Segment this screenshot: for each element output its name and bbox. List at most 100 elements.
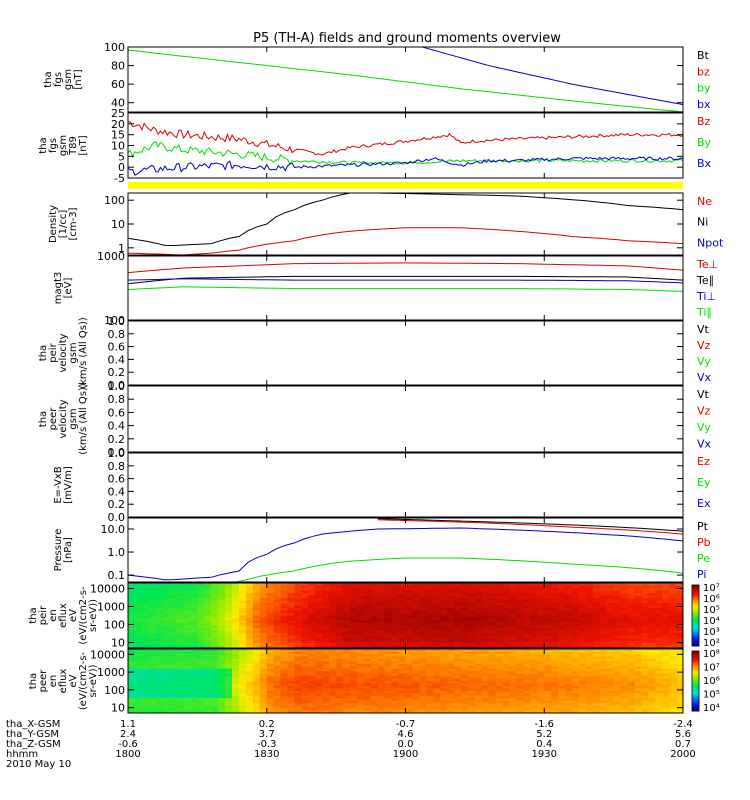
y-tick-label: 10 bbox=[111, 218, 125, 231]
heatmap-cell bbox=[252, 583, 261, 587]
heatmap-cell bbox=[190, 695, 198, 699]
heatmap-cell bbox=[509, 705, 518, 709]
heatmap-cell bbox=[141, 693, 150, 697]
heatmap-cell bbox=[336, 620, 344, 624]
heatmap-cell bbox=[356, 638, 365, 642]
heatmap-cell bbox=[211, 620, 219, 624]
heatmap-cell bbox=[176, 585, 185, 589]
heatmap-cell bbox=[405, 688, 414, 692]
heatmap-cell bbox=[162, 618, 171, 622]
heatmap-cell bbox=[599, 585, 608, 589]
heatmap-cell bbox=[252, 590, 261, 594]
heatmap-cell bbox=[565, 708, 573, 712]
heatmap-cell bbox=[343, 710, 351, 713]
heatmap-cell bbox=[544, 638, 552, 642]
heatmap-cell bbox=[218, 656, 226, 660]
heatmap-cell bbox=[433, 671, 441, 675]
y-tick-label: 1.0 bbox=[108, 546, 126, 559]
heatmap-cell bbox=[356, 671, 365, 675]
y-tick-label: 0.6 bbox=[108, 406, 126, 419]
heatmap-cell bbox=[516, 688, 525, 692]
heatmap-cell bbox=[301, 588, 309, 592]
heatmap-cell bbox=[481, 668, 490, 672]
heatmap-cell bbox=[155, 585, 164, 589]
heatmap-cell bbox=[204, 638, 212, 642]
x-axis-value: 1900 bbox=[393, 749, 418, 760]
heatmap-cell bbox=[148, 698, 157, 702]
heatmap-cell bbox=[287, 671, 296, 675]
heatmap-cell bbox=[461, 603, 469, 607]
heatmap-cell bbox=[481, 633, 490, 637]
heatmap-cell bbox=[537, 615, 545, 619]
heatmap-cell bbox=[356, 583, 365, 587]
heatmap-cell bbox=[384, 705, 393, 709]
heatmap-cell bbox=[148, 600, 157, 604]
heatmap-cell bbox=[592, 583, 601, 587]
heatmap-cell bbox=[128, 593, 136, 597]
heatmap-cell bbox=[287, 583, 296, 587]
colorbar-segment bbox=[692, 669, 699, 672]
heatmap-cell bbox=[537, 681, 545, 685]
heatmap-cell bbox=[433, 666, 441, 670]
heatmap-cell bbox=[266, 690, 275, 694]
heatmap-cell bbox=[169, 690, 178, 694]
heatmap-cell bbox=[273, 598, 282, 602]
colorbar-segment bbox=[692, 659, 699, 662]
heatmap-cell bbox=[648, 630, 656, 634]
heatmap-cell bbox=[613, 703, 622, 707]
heatmap-cell bbox=[620, 605, 629, 609]
heatmap-cell bbox=[245, 693, 254, 697]
heatmap-cell bbox=[384, 605, 393, 609]
heatmap-cell bbox=[516, 645, 525, 648]
heatmap-cell bbox=[128, 695, 136, 699]
heatmap-cell bbox=[440, 590, 448, 594]
heatmap-cell bbox=[134, 673, 143, 677]
heatmap-cell bbox=[377, 640, 386, 644]
heatmap-cell bbox=[405, 649, 414, 653]
heatmap-cell bbox=[447, 615, 455, 619]
heatmap-cell bbox=[467, 645, 476, 648]
heatmap-cell bbox=[634, 583, 642, 587]
heatmap-cell bbox=[384, 651, 393, 655]
heatmap-cell bbox=[197, 620, 205, 624]
heatmap-cell bbox=[606, 695, 615, 699]
heatmap-cell bbox=[232, 613, 240, 617]
heatmap-cell bbox=[183, 666, 192, 670]
heatmap-cell bbox=[370, 708, 379, 712]
heatmap-cell bbox=[440, 708, 448, 712]
heatmap-cell bbox=[148, 693, 157, 697]
y-tick-label: 0.8 bbox=[108, 393, 126, 406]
heatmap-cell bbox=[676, 625, 683, 629]
heatmap-cell bbox=[426, 678, 434, 682]
heatmap-cell bbox=[391, 649, 400, 653]
heatmap-cell bbox=[370, 683, 379, 687]
heatmap-cell bbox=[252, 623, 261, 627]
heatmap-cell bbox=[259, 598, 268, 602]
heatmap-cell bbox=[287, 598, 296, 602]
heatmap-cell bbox=[336, 640, 344, 644]
heatmap-cell bbox=[336, 643, 344, 647]
heatmap-cell bbox=[356, 708, 365, 712]
heatmap-cell bbox=[384, 625, 393, 629]
heatmap-cell bbox=[627, 613, 636, 617]
heatmap-cell bbox=[502, 643, 511, 647]
heatmap-cell bbox=[294, 668, 303, 672]
heatmap-cell bbox=[405, 615, 414, 619]
heatmap-cell bbox=[294, 705, 303, 709]
heatmap-cell bbox=[627, 671, 636, 675]
heatmap-cell bbox=[474, 673, 483, 677]
heatmap-cell bbox=[398, 623, 407, 627]
heatmap-cell bbox=[169, 683, 178, 687]
heatmap-cell bbox=[669, 700, 677, 704]
colorbar-tick-label: 10⁴ bbox=[703, 616, 720, 627]
heatmap-cell bbox=[287, 600, 296, 604]
heatmap-cell bbox=[662, 613, 670, 617]
legend-Ti∥: Ti∥ bbox=[696, 306, 712, 319]
heatmap-cell bbox=[655, 690, 663, 694]
heatmap-cell bbox=[225, 668, 233, 672]
heatmap-cell bbox=[558, 643, 566, 647]
heatmap-cell bbox=[301, 640, 309, 644]
heatmap-cell bbox=[329, 618, 337, 622]
heatmap-cell bbox=[315, 600, 323, 604]
